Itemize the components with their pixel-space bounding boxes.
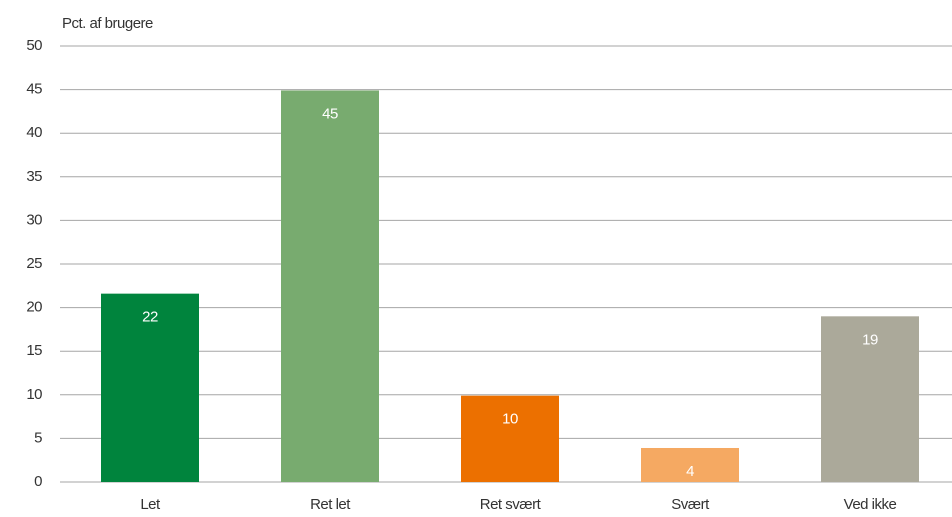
bar: [641, 447, 739, 482]
y-tick-label: 20: [26, 299, 42, 316]
y-tick-label: 45: [26, 81, 42, 98]
x-tick-label: Let: [140, 496, 161, 513]
y-tick-label: 25: [26, 255, 42, 272]
x-tick-label: Ved ikke: [844, 496, 897, 513]
data-label: 45: [322, 105, 338, 122]
x-tick-label: Svært: [671, 496, 710, 513]
bar: [821, 316, 919, 482]
y-tick-label: 35: [26, 168, 42, 185]
bar: [461, 395, 559, 482]
y-tick-label: 5: [34, 429, 42, 446]
y-tick-label: 0: [34, 473, 42, 490]
bar: [281, 90, 379, 483]
x-tick-label: Ret let: [310, 496, 351, 513]
data-label: 19: [862, 331, 878, 348]
y-tick-label: 40: [26, 124, 42, 141]
y-tick-label: 15: [26, 342, 42, 359]
y-axis-title: Pct. af brugere: [62, 15, 153, 32]
bar: [101, 293, 199, 482]
data-label: 4: [686, 463, 694, 480]
x-tick-label: Ret svært: [480, 496, 542, 513]
y-tick-label: 50: [26, 37, 42, 54]
y-tick-label: 10: [26, 386, 42, 403]
data-label: 22: [142, 309, 158, 326]
data-label: 10: [502, 411, 518, 428]
y-tick-label: 30: [26, 211, 42, 228]
